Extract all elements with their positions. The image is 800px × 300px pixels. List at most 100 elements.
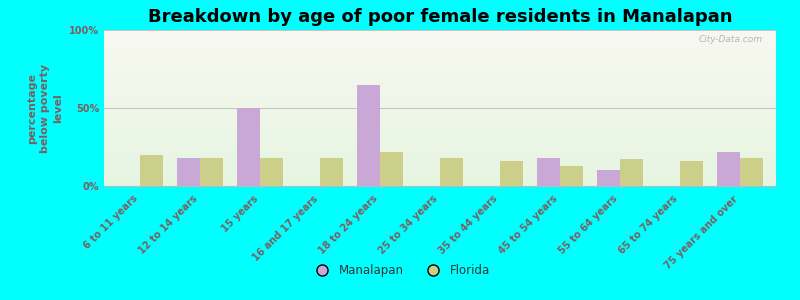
Bar (104, 69, 776, 70)
Bar (380, 152, 403, 186)
Bar (104, 144, 776, 146)
Legend: Manalapan, Florida: Manalapan, Florida (306, 259, 494, 281)
Bar (104, 147, 776, 148)
Bar (104, 150, 776, 152)
Bar (200, 158, 222, 186)
Bar (104, 110, 776, 111)
Bar (104, 46, 776, 47)
Title: Breakdown by age of poor female residents in Manalapan: Breakdown by age of poor female resident… (148, 8, 732, 26)
Bar (104, 128, 776, 130)
Bar (104, 85, 776, 86)
Bar (104, 172, 776, 173)
Bar (104, 52, 776, 53)
Bar (104, 30, 776, 31)
Bar (104, 127, 776, 128)
Bar (104, 105, 776, 106)
Bar (104, 158, 776, 160)
Bar (104, 164, 776, 166)
Bar (104, 152, 776, 153)
Bar (104, 124, 776, 125)
Bar (104, 78, 776, 80)
Bar (104, 131, 776, 133)
Bar (104, 102, 776, 103)
Bar (237, 108, 260, 186)
Bar (104, 121, 776, 122)
Bar (104, 91, 776, 92)
Bar (104, 183, 776, 184)
Bar (178, 158, 200, 186)
Bar (104, 58, 776, 60)
Bar (104, 141, 776, 142)
Bar (104, 113, 776, 114)
Bar (104, 184, 776, 186)
Bar (718, 152, 740, 186)
Bar (260, 158, 283, 186)
Bar (320, 158, 343, 186)
Bar (104, 70, 776, 72)
Bar (680, 161, 703, 186)
Bar (104, 66, 776, 68)
Bar (104, 63, 776, 64)
Bar (104, 156, 776, 158)
Bar (104, 130, 776, 131)
Bar (104, 39, 776, 41)
Bar (104, 161, 776, 163)
Bar (537, 158, 560, 186)
Bar (104, 155, 776, 156)
Bar (104, 50, 776, 52)
Bar (104, 116, 776, 117)
Bar (104, 167, 776, 169)
Bar (104, 117, 776, 119)
Bar (104, 55, 776, 56)
Bar (104, 148, 776, 150)
Bar (104, 95, 776, 97)
Bar (104, 177, 776, 178)
Bar (104, 82, 776, 83)
Bar (104, 108, 776, 110)
Bar (104, 88, 776, 89)
Bar (104, 49, 776, 50)
Bar (104, 138, 776, 139)
Bar (104, 75, 776, 77)
Bar (620, 160, 643, 186)
Bar (104, 119, 776, 121)
Y-axis label: percentage
below poverty
level: percentage below poverty level (27, 63, 63, 153)
Bar (104, 139, 776, 141)
Bar (104, 100, 776, 102)
Bar (104, 153, 776, 155)
Bar (104, 43, 776, 44)
Bar (104, 64, 776, 66)
Bar (104, 94, 776, 95)
Bar (104, 68, 776, 69)
Bar (104, 74, 776, 75)
Bar (104, 180, 776, 181)
Bar (104, 169, 776, 170)
Bar (104, 136, 776, 138)
Bar (104, 89, 776, 91)
Bar (104, 181, 776, 183)
Bar (104, 47, 776, 49)
Bar (597, 170, 620, 186)
Bar (104, 33, 776, 35)
Bar (104, 53, 776, 55)
Bar (104, 125, 776, 127)
Bar (104, 134, 776, 136)
Bar (500, 161, 523, 186)
Bar (104, 35, 776, 36)
Bar (104, 170, 776, 172)
Bar (104, 41, 776, 43)
Bar (104, 32, 776, 33)
Bar (104, 103, 776, 105)
Bar (104, 86, 776, 88)
Bar (104, 122, 776, 124)
Bar (104, 133, 776, 134)
Bar (104, 72, 776, 74)
Bar (104, 92, 776, 94)
Text: City-Data.com: City-Data.com (698, 35, 762, 44)
Bar (104, 178, 776, 180)
Bar (104, 80, 776, 82)
Bar (104, 173, 776, 175)
Bar (104, 61, 776, 63)
Bar (104, 56, 776, 58)
Bar (140, 155, 163, 186)
